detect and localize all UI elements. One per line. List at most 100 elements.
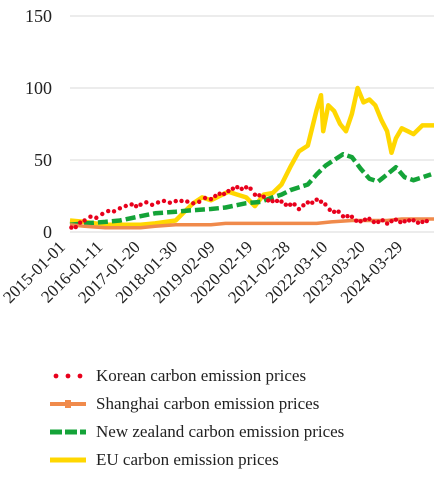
y-tick-label: 100 — [25, 78, 52, 98]
data-point — [349, 214, 355, 219]
data-point — [239, 186, 244, 192]
x-axis-ticks: 2015-01-012016-01-112017-01-202018-01-30… — [0, 237, 406, 307]
dotted-line-icon — [53, 373, 83, 379]
y-tick-label: 150 — [25, 6, 52, 26]
data-point — [367, 216, 372, 222]
data-point — [133, 203, 139, 209]
data-point — [82, 218, 87, 223]
data-point — [287, 202, 293, 207]
data-point — [420, 219, 425, 225]
data-point — [270, 198, 275, 204]
legend-swatch-dot — [77, 373, 83, 379]
legend-label: Korean carbon emission prices — [96, 366, 307, 385]
data-point — [327, 207, 332, 212]
legend-label: EU carbon emission prices — [96, 450, 279, 469]
data-point — [331, 209, 337, 215]
data-point — [402, 219, 407, 224]
series-layer — [69, 85, 434, 230]
data-point — [424, 218, 429, 224]
data-point — [217, 191, 222, 196]
legend-item-korean: Korean carbon emission prices — [48, 362, 438, 390]
legend-swatch-dot — [65, 373, 71, 379]
data-point — [161, 198, 167, 204]
data-point — [252, 192, 258, 197]
data-point — [230, 186, 236, 191]
data-point — [106, 208, 111, 214]
data-point — [221, 191, 227, 197]
data-point — [77, 220, 83, 225]
data-point — [88, 214, 93, 219]
y-tick-label: 50 — [34, 150, 52, 170]
y-tick-label: 0 — [43, 222, 52, 242]
data-point — [111, 209, 117, 214]
solid-line-icon — [50, 400, 86, 408]
legend-item-eu: EU carbon emission prices — [48, 446, 438, 474]
data-point — [129, 202, 134, 207]
data-point — [389, 219, 394, 224]
dashed-line-icon — [50, 429, 86, 435]
data-point — [173, 198, 178, 204]
data-point — [257, 193, 262, 198]
data-point — [261, 194, 266, 199]
data-point — [314, 197, 319, 202]
y-axis-ticks: 0 50 100 150 — [25, 6, 52, 242]
data-point — [100, 211, 105, 217]
data-point — [318, 199, 324, 204]
data-point — [384, 221, 390, 226]
data-point — [283, 202, 289, 207]
legend-swatch-dot — [53, 373, 59, 379]
solid-line-icon — [50, 457, 86, 463]
legend-swatch-marker — [65, 400, 71, 408]
series-new-zealand — [69, 151, 432, 228]
data-point — [358, 219, 363, 224]
data-point — [345, 213, 350, 219]
data-point — [235, 185, 240, 190]
data-point — [185, 199, 190, 204]
data-point — [296, 206, 302, 212]
data-point — [226, 188, 231, 194]
data-point — [398, 219, 403, 225]
data-point — [310, 200, 315, 205]
data-point — [213, 193, 218, 199]
data-point — [380, 218, 385, 223]
data-point — [94, 215, 99, 220]
data-point — [248, 186, 253, 191]
data-point — [406, 218, 412, 223]
data-point — [138, 202, 143, 207]
legend-label: New zealand carbon emission prices — [96, 422, 345, 441]
data-point — [196, 199, 202, 204]
data-point — [202, 195, 208, 201]
data-point — [69, 225, 74, 230]
data-point — [274, 198, 280, 204]
legend-item-shanghai: Shanghai carbon emission prices — [48, 390, 438, 418]
data-point — [323, 202, 328, 207]
data-point — [411, 218, 416, 223]
data-point — [305, 200, 311, 205]
data-point — [179, 198, 184, 204]
data-point — [354, 218, 359, 223]
data-point — [167, 200, 173, 205]
legend: Korean carbon emission prices Shanghai c… — [48, 362, 438, 474]
data-point — [279, 199, 284, 204]
data-point — [117, 206, 123, 211]
data-point — [301, 203, 306, 208]
data-point — [340, 214, 346, 219]
data-point — [155, 200, 161, 205]
data-point — [149, 202, 155, 207]
data-point — [208, 196, 214, 202]
gridlines — [70, 15, 434, 233]
data-point — [393, 217, 399, 222]
data-point — [362, 217, 368, 222]
data-point — [415, 220, 421, 225]
data-point — [243, 185, 249, 190]
data-point — [265, 198, 271, 203]
data-point — [144, 200, 149, 205]
data-point — [123, 203, 128, 209]
data-point — [376, 219, 381, 225]
data-point — [336, 209, 341, 214]
data-point — [73, 224, 78, 230]
data-point — [191, 201, 196, 206]
legend-item-new-zealand: New zealand carbon emission prices — [48, 418, 438, 446]
series-korean — [69, 185, 429, 230]
